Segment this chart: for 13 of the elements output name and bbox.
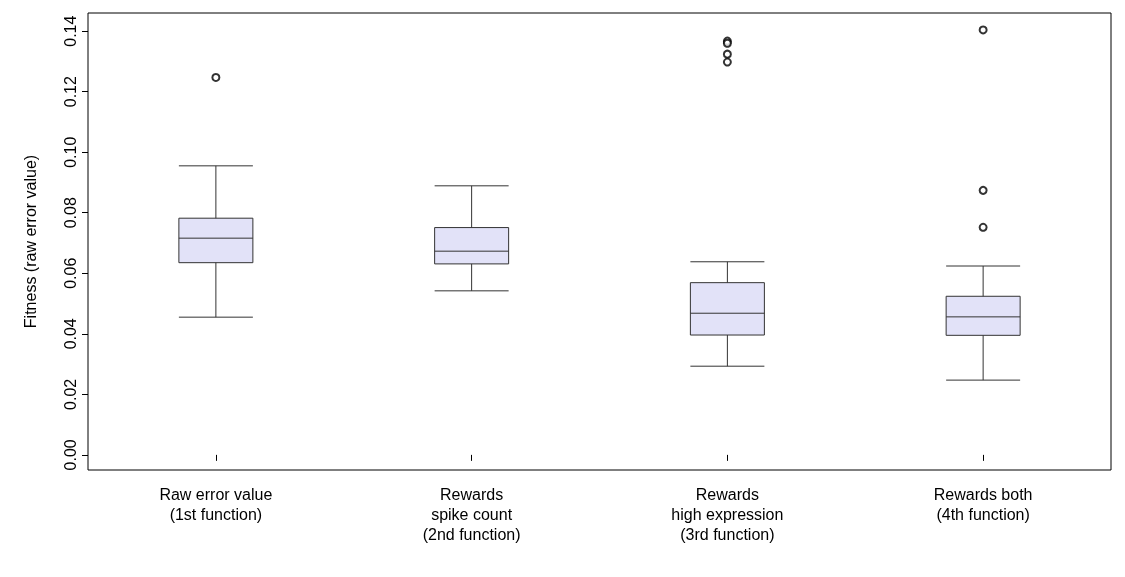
y-tick-label: 0.12 (61, 76, 79, 108)
x-tick-label: Rewards both (4th function) (933, 485, 1033, 523)
y-tick-label: 0.14 (61, 15, 79, 47)
y-tick-label: 0.00 (61, 439, 79, 471)
x-tick-label: Rewards high expression (3rd function) (671, 485, 784, 543)
y-tick-label: 0.08 (61, 197, 79, 229)
y-tick-label: 0.02 (61, 378, 79, 410)
y-tick-label: 0.10 (61, 136, 79, 168)
y-axis-title: Fitness (raw error value) (21, 154, 39, 329)
x-tick-label: Raw error value (1st function) (159, 485, 273, 523)
x-tick-label: Rewards spike count (2nd function) (422, 485, 521, 543)
y-tick-label: 0.04 (61, 318, 79, 350)
y-tick-label: 0.06 (61, 257, 79, 289)
